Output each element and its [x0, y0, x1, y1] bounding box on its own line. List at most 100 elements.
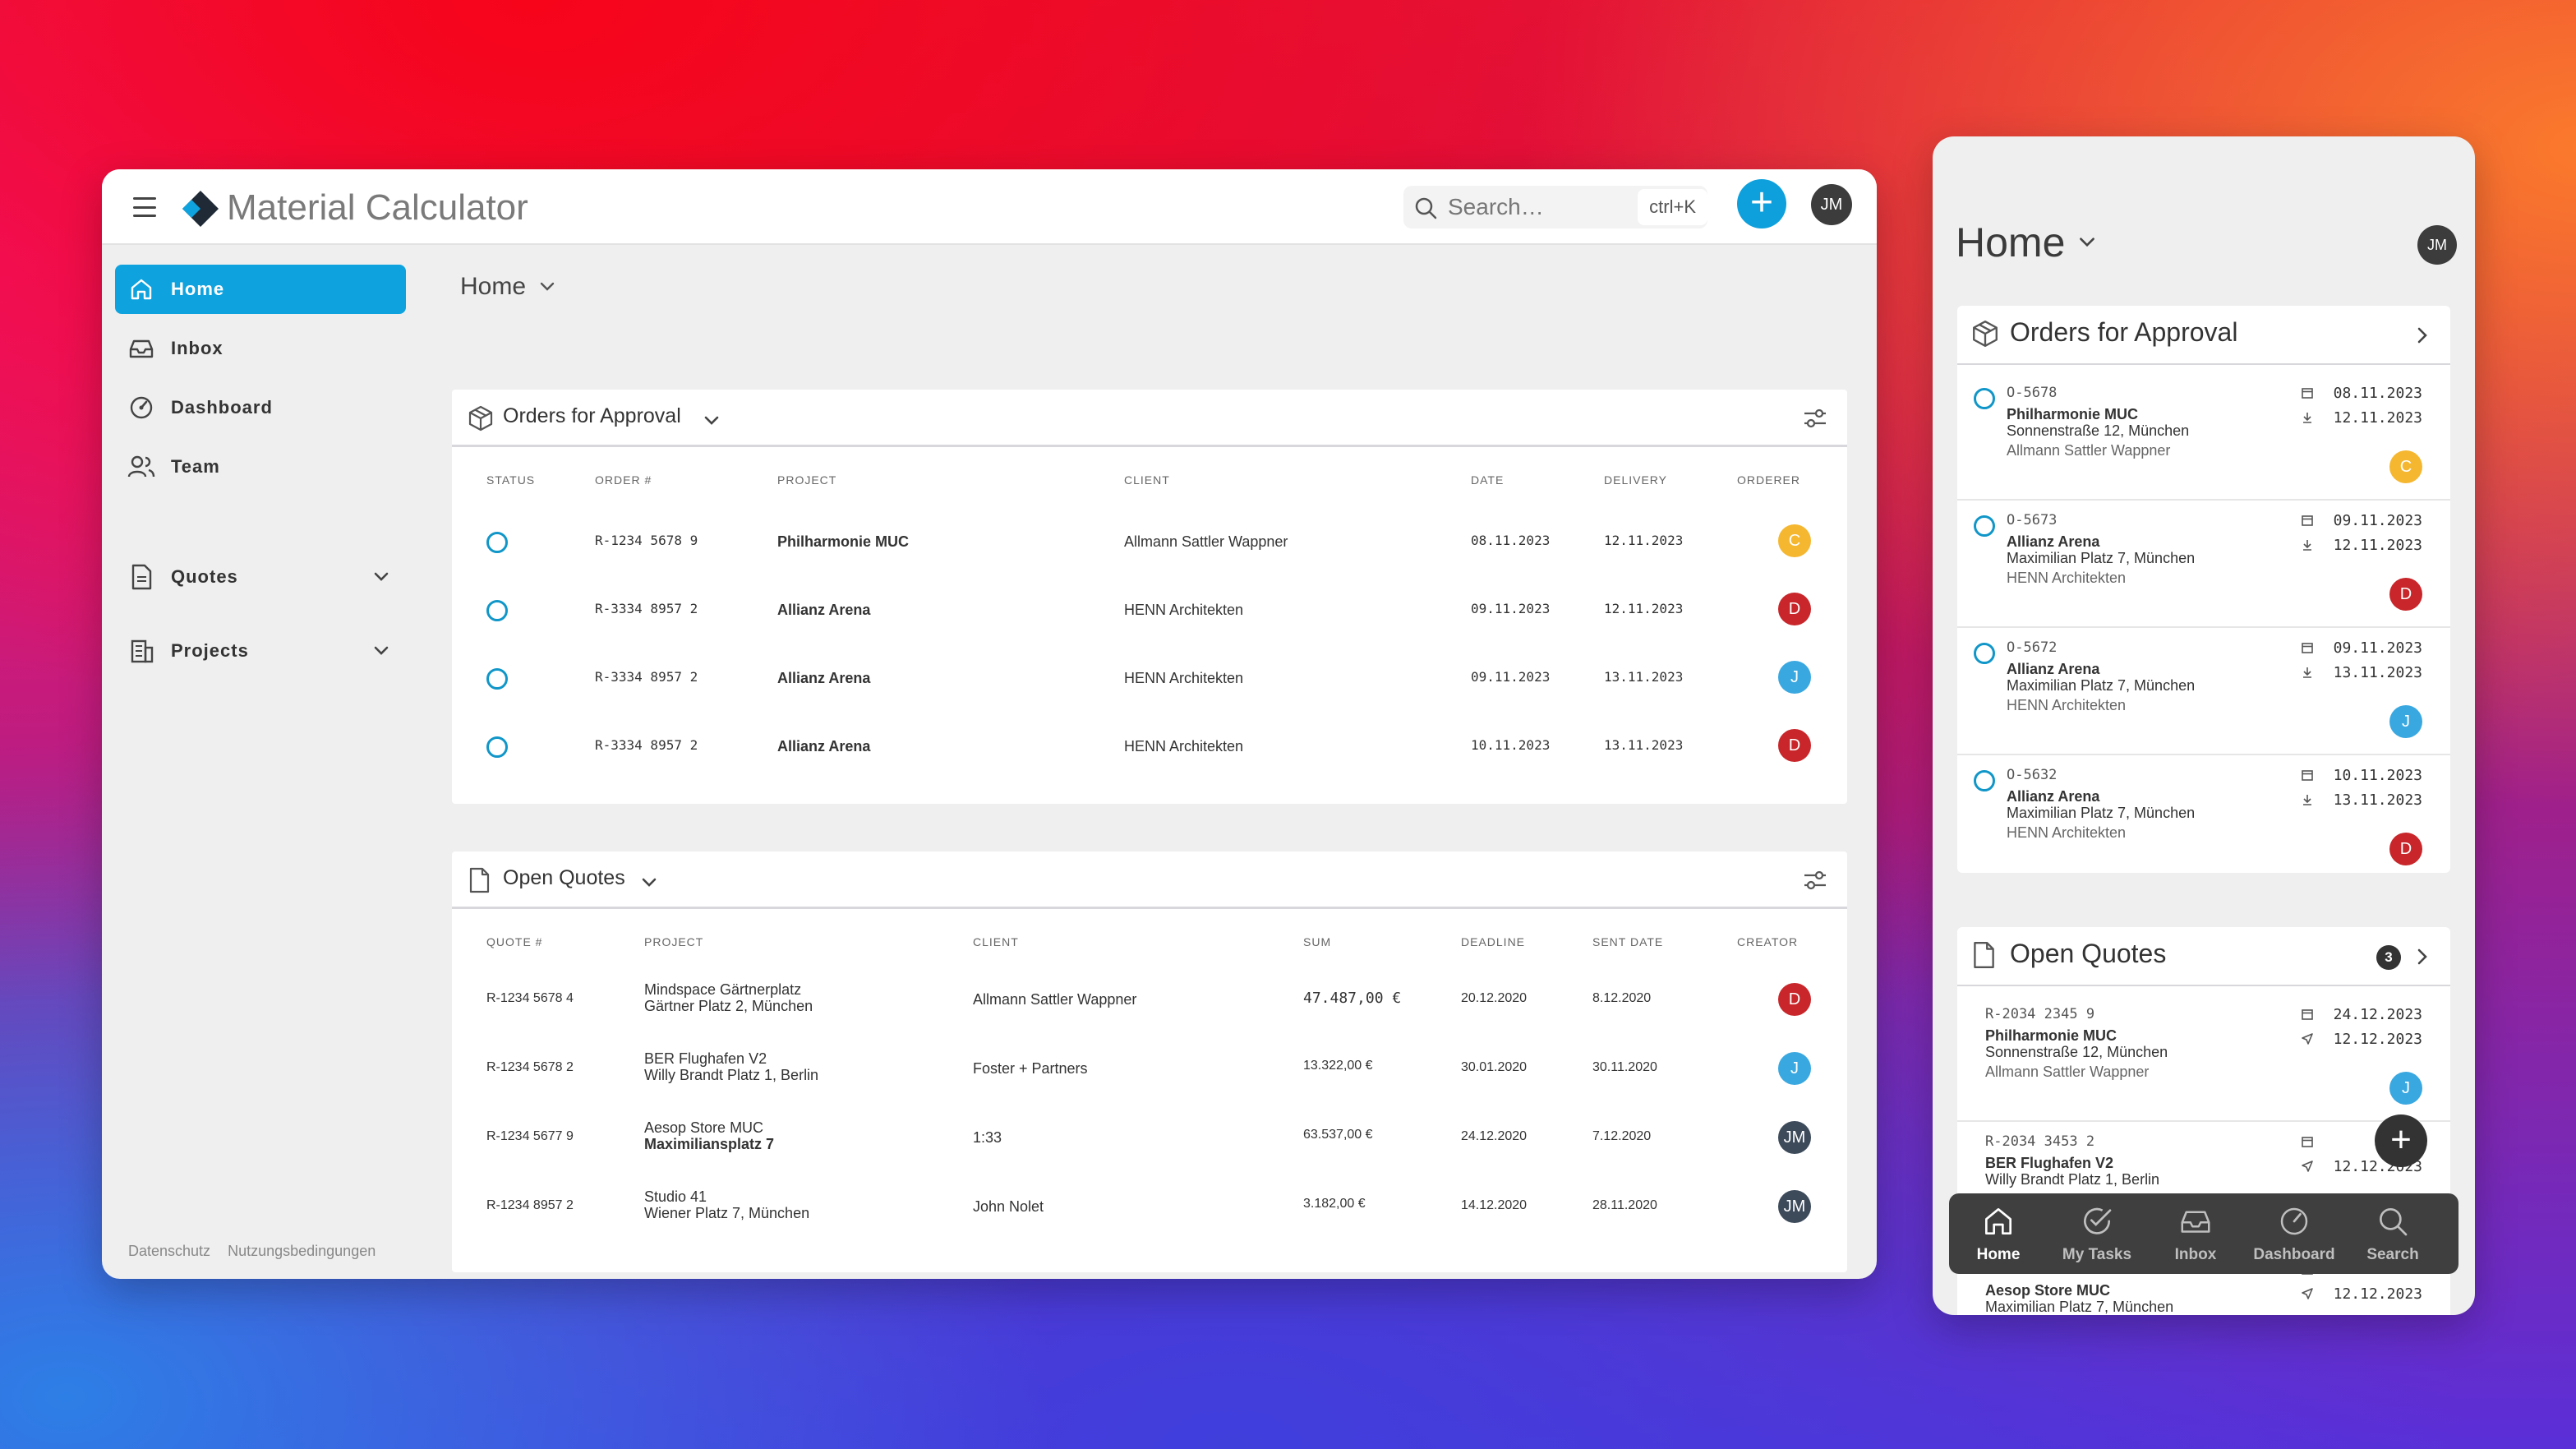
deadline-date: 30.01.2020	[1461, 1060, 1528, 1074]
client-name: Allmann Sattler Wappner	[973, 991, 1137, 1008]
column-header[interactable]: SUM	[1303, 935, 1332, 948]
orderer-avatar[interactable]: D	[2389, 833, 2422, 865]
desktop-app-window: Material Calculator Search… ctrl+K + JM …	[102, 169, 1877, 1279]
project-name: Allianz Arena	[777, 670, 871, 686]
document-icon	[127, 562, 156, 592]
column-header[interactable]: PROJECT	[777, 473, 837, 487]
orderer-avatar[interactable]: D	[1778, 593, 1811, 625]
column-header[interactable]: CLIENT	[1124, 473, 1170, 487]
column-header[interactable]: DEADLINE	[1461, 935, 1526, 948]
tab-label: Home	[1976, 1246, 2021, 1263]
client-name: HENN Architekten	[1124, 670, 1244, 686]
menu-icon[interactable]	[133, 197, 156, 217]
add-button[interactable]: +	[1737, 179, 1786, 228]
column-header[interactable]: CLIENT	[973, 935, 1019, 948]
status-indicator[interactable]	[1974, 388, 1995, 409]
status-indicator[interactable]	[486, 600, 508, 621]
tab-my-tasks[interactable]: My Tasks	[2048, 1202, 2146, 1267]
user-avatar[interactable]: JM	[1811, 184, 1852, 225]
chevron-down-icon	[374, 572, 389, 581]
client-name: Allmann Sattler Wappner	[1985, 1064, 2150, 1080]
chevron-down-icon[interactable]	[639, 873, 659, 893]
column-header[interactable]: PROJECT	[644, 935, 704, 948]
orderer-avatar[interactable]: C	[1778, 524, 1811, 557]
download-icon	[2301, 793, 2314, 810]
list-item[interactable]: O-5673 Allianz Arena Maximilian Platz 7, M…	[1957, 501, 2450, 628]
card-header[interactable]: Open Quotes 3	[1957, 927, 2450, 986]
list-item[interactable]: R-2034 2345 9 Philharmonie MUC Sonnenstraß…	[1957, 994, 2450, 1122]
creator-avatar[interactable]: D	[1778, 983, 1811, 1016]
mobile-page-title[interactable]: Home	[1956, 219, 2098, 266]
chevron-down-icon[interactable]	[702, 411, 721, 431]
sidebar-item-quotes[interactable]: Quotes	[115, 552, 406, 602]
status-indicator[interactable]	[1974, 643, 1995, 664]
card-header[interactable]: Orders for Approval	[1957, 306, 2450, 365]
breadcrumb[interactable]: Home	[460, 273, 557, 301]
status-indicator[interactable]	[486, 532, 508, 553]
check-circle-icon	[2084, 1207, 2112, 1234]
tab-search[interactable]: Search	[2343, 1202, 2442, 1267]
list-item[interactable]: O-5632 Allianz Arena Maximilian Platz 7, M…	[1957, 755, 2450, 873]
chevron-right-icon[interactable]	[2412, 947, 2432, 967]
sidebar-item-dashboard[interactable]: Dashboard	[115, 383, 406, 432]
package-icon	[468, 405, 493, 431]
sidebar-item-home[interactable]: Home	[115, 265, 406, 314]
tab-dashboard[interactable]: Dashboard	[2245, 1202, 2343, 1267]
card-title[interactable]: Open Quotes	[503, 866, 625, 889]
status-indicator[interactable]	[1974, 515, 1995, 537]
quote-sum: 3.182,00 €	[1303, 1197, 1366, 1211]
project-name: Philharmonie MUC	[1985, 1027, 2117, 1044]
creator-avatar[interactable]: JM	[1778, 1121, 1811, 1154]
orderer-avatar[interactable]: D	[1778, 729, 1811, 762]
order-date: 09.11.2023	[2333, 512, 2422, 529]
column-header[interactable]: ORDERER	[1737, 473, 1801, 487]
creator-avatar[interactable]: J	[2389, 1072, 2422, 1105]
list-item[interactable]: Aesop Store MUC Maximilian Platz 7, Münch…	[1957, 1249, 2450, 1315]
project-name: Mindspace Gärtnerplatz	[644, 981, 802, 998]
list-item[interactable]: O-5672 Allianz Arena Maximilian Platz 7, M…	[1957, 628, 2450, 755]
sidebar-item-label: Home	[171, 279, 225, 299]
list-item[interactable]: O-5678 Philharmonie MUC Sonnenstraße 12, M…	[1957, 373, 2450, 501]
sidebar-item-inbox[interactable]: Inbox	[115, 324, 406, 373]
orderer-avatar[interactable]: D	[2389, 578, 2422, 611]
status-indicator[interactable]	[1974, 770, 1995, 791]
mobile-orders-card: Orders for Approval O-5678 Philharmonie M…	[1957, 306, 2450, 873]
terms-link[interactable]: Nutzungsbedingungen	[228, 1243, 376, 1259]
column-header[interactable]: CREATOR	[1737, 935, 1799, 948]
status-indicator[interactable]	[486, 668, 508, 690]
home-icon	[1985, 1208, 2011, 1234]
order-number: O-5632	[2007, 767, 2058, 783]
column-header[interactable]: ORDER #	[595, 473, 652, 487]
creator-avatar[interactable]: JM	[1778, 1190, 1811, 1223]
tab-home[interactable]: Home	[1949, 1202, 2048, 1267]
status-indicator[interactable]	[486, 736, 508, 758]
chevron-right-icon[interactable]	[2412, 325, 2432, 345]
orderer-avatar[interactable]: J	[1778, 661, 1811, 694]
tab-label: Search	[2366, 1246, 2419, 1263]
orderer-avatar[interactable]: J	[2389, 705, 2422, 738]
orderer-avatar[interactable]: C	[2389, 450, 2422, 483]
floating-add-button[interactable]: +	[2375, 1114, 2427, 1167]
privacy-link[interactable]: Datenschutz	[128, 1243, 211, 1259]
sidebar-item-team[interactable]: Team	[115, 442, 406, 491]
creator-avatar[interactable]: J	[1778, 1052, 1811, 1085]
search-input[interactable]: Search… ctrl+K	[1403, 186, 1707, 228]
sidebar-item-projects[interactable]: Projects	[115, 626, 406, 676]
filter-icon[interactable]	[1801, 866, 1829, 894]
tab-inbox[interactable]: Inbox	[2146, 1202, 2245, 1267]
column-header[interactable]: SENT DATE	[1592, 935, 1664, 948]
chevron-down-icon	[540, 282, 555, 291]
column-header[interactable]: DELIVERY	[1604, 473, 1667, 487]
column-header[interactable]: STATUS	[486, 473, 536, 487]
order-date: 10.11.2023	[1471, 737, 1551, 753]
client-name: HENN Architekten	[2007, 570, 2127, 586]
client-name: Foster + Partners	[973, 1060, 1088, 1077]
column-header[interactable]: QUOTE #	[486, 935, 543, 948]
download-icon	[2301, 538, 2314, 556]
card-title[interactable]: Orders for Approval	[503, 404, 681, 427]
user-avatar[interactable]: JM	[2417, 225, 2457, 265]
filter-icon[interactable]	[1801, 404, 1829, 432]
column-header[interactable]: DATE	[1471, 473, 1505, 487]
delivery-date: 13.11.2023	[2333, 791, 2422, 809]
order-number: R-3334 8957 2	[595, 601, 698, 616]
